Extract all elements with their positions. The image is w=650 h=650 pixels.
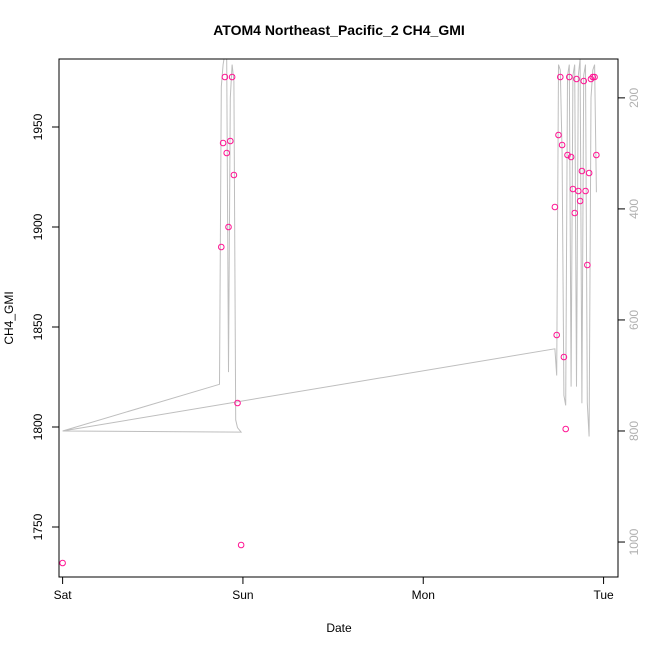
- data-point: [225, 223, 232, 231]
- data-point: [575, 187, 582, 195]
- data-point: [555, 131, 562, 139]
- data-point: [227, 137, 234, 145]
- chart-title: ATOM4 Northeast_Pacific_2 CH4_GMI: [213, 22, 465, 38]
- data-point: [558, 141, 566, 149]
- data-point: [591, 73, 598, 81]
- line-layer: [62, 59, 597, 437]
- x-tick-label: Tue: [593, 588, 614, 602]
- y-axis-label: CH4_GMI: [2, 291, 16, 344]
- data-point: [223, 149, 230, 157]
- data-point: [589, 73, 597, 81]
- data-point: [584, 261, 591, 269]
- data-point: [217, 243, 225, 251]
- y-tick-label: 1950: [31, 113, 45, 140]
- data-point: [228, 73, 236, 81]
- y-right-tick-label: 800: [627, 421, 641, 441]
- data-point: [556, 73, 564, 81]
- y-right-tick-label: 200: [627, 88, 641, 108]
- data-point: [578, 167, 586, 175]
- data-point: [566, 73, 573, 81]
- data-point: [553, 331, 560, 339]
- data-point: [569, 185, 577, 193]
- data-point: [560, 353, 568, 361]
- x-tick-label: Sat: [54, 588, 73, 602]
- data-point: [237, 541, 245, 549]
- data-point: [582, 187, 589, 195]
- data-point: [576, 197, 584, 205]
- series-line: [62, 59, 597, 437]
- points-layer: [59, 73, 600, 567]
- data-point: [230, 171, 238, 179]
- data-point: [564, 151, 571, 159]
- y-tick-label: 1750: [31, 513, 45, 540]
- data-point: [567, 153, 575, 161]
- data-point: [234, 399, 241, 407]
- x-tick-label: Sun: [232, 588, 253, 602]
- data-point: [219, 139, 227, 147]
- data-point: [221, 73, 229, 81]
- x-tick-label: Mon: [412, 588, 435, 602]
- axes-layer: Sat Sun Mon Tue 1750 1800 1850 1900 1950 200 400 60…: [31, 58, 641, 602]
- y-tick-label: 1900: [31, 213, 45, 240]
- y-tick-label: 1800: [31, 413, 45, 440]
- y-tick-label: 1850: [31, 313, 45, 340]
- y-right-tick-label: 400: [627, 199, 641, 219]
- data-point: [580, 77, 588, 85]
- data-point: [593, 151, 600, 159]
- x-axis-label: Date: [326, 621, 352, 635]
- data-point: [573, 75, 580, 83]
- data-point: [551, 203, 559, 211]
- data-point: [585, 169, 593, 177]
- data-point: [562, 425, 570, 433]
- y-right-tick-label: 1000: [627, 528, 641, 555]
- plot-frame: [58, 58, 619, 578]
- y-right-tick-label: 600: [627, 310, 641, 330]
- data-point: [59, 559, 66, 567]
- data-point: [587, 75, 595, 83]
- data-point: [571, 209, 579, 217]
